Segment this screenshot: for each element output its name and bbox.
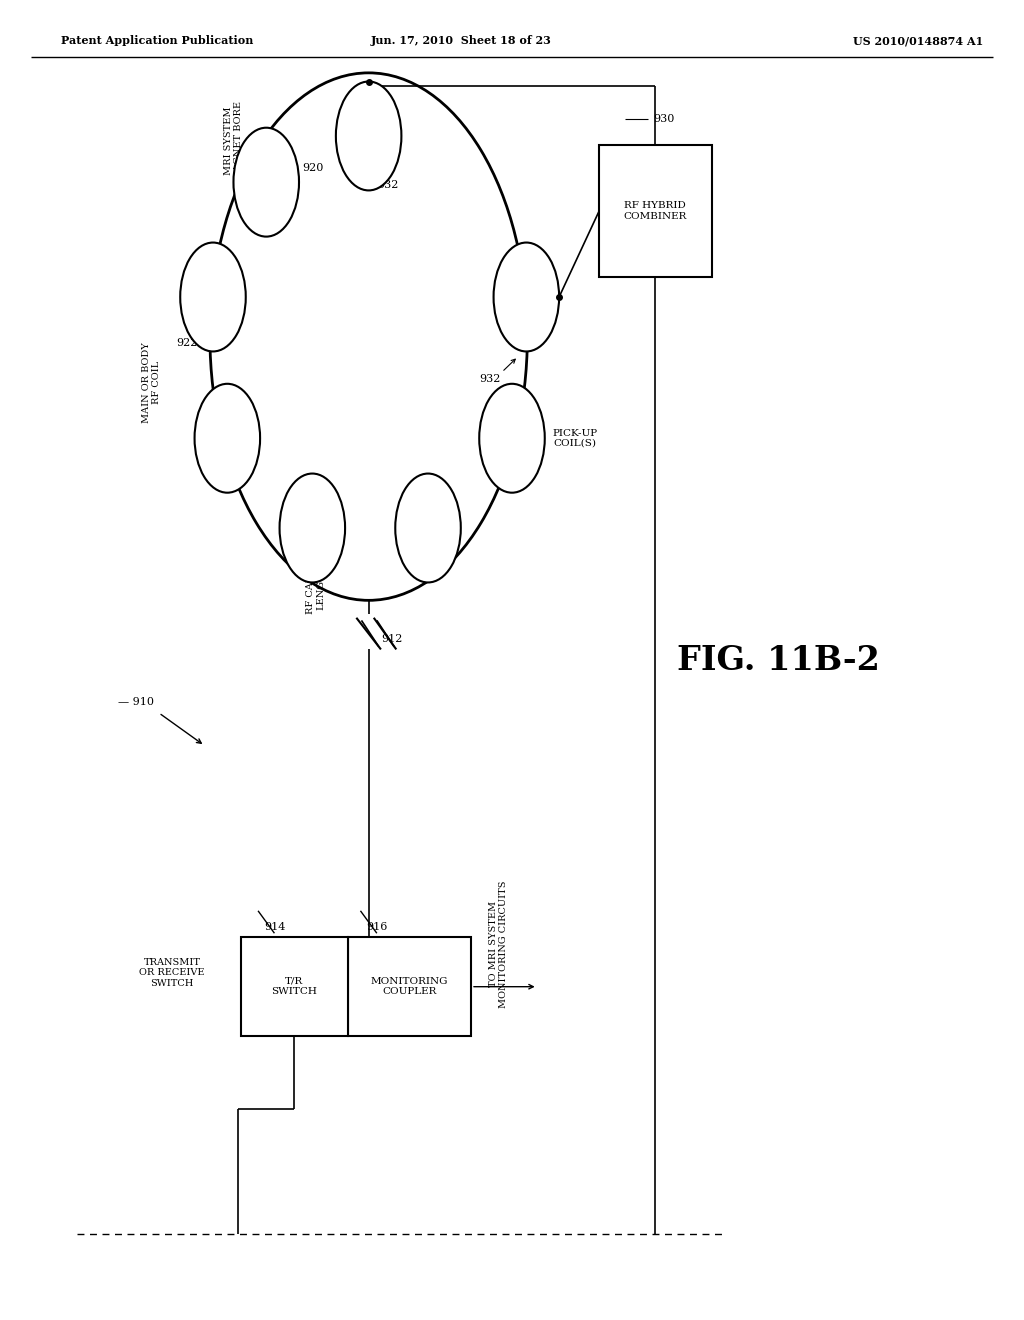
Text: FIG. 11B-2: FIG. 11B-2 (677, 644, 880, 676)
Text: 916: 916 (367, 921, 388, 932)
Ellipse shape (336, 82, 401, 190)
Ellipse shape (233, 128, 299, 236)
Text: RF CABLE
LENGTH: RF CABLE LENGTH (306, 561, 325, 614)
Bar (599, 145, 712, 277)
Text: — 910: — 910 (118, 697, 154, 708)
Ellipse shape (280, 474, 345, 582)
Text: US 2010/0148874 A1: US 2010/0148874 A1 (853, 36, 983, 46)
Text: TRANSMIT
OR RECEIVE
SWITCH: TRANSMIT OR RECEIVE SWITCH (139, 958, 205, 987)
Text: 920: 920 (302, 162, 324, 173)
Text: 912: 912 (381, 634, 402, 644)
Text: MONITORING
COUPLER: MONITORING COUPLER (371, 977, 449, 997)
Ellipse shape (479, 384, 545, 492)
Text: 922: 922 (176, 338, 198, 348)
Bar (348, 937, 471, 1036)
Text: MRI SYSTEM
MAGNET BORE: MRI SYSTEM MAGNET BORE (224, 102, 243, 181)
Ellipse shape (180, 243, 246, 351)
Ellipse shape (195, 384, 260, 492)
Text: 932: 932 (479, 374, 501, 384)
Ellipse shape (395, 474, 461, 582)
Text: TO MRI SYSTEM
MONITORING CIRCUITS: TO MRI SYSTEM MONITORING CIRCUITS (489, 880, 508, 1007)
Text: Jun. 17, 2010  Sheet 18 of 23: Jun. 17, 2010 Sheet 18 of 23 (371, 36, 551, 46)
Bar (241, 937, 348, 1036)
Text: PICK-UP
COIL(S): PICK-UP COIL(S) (553, 429, 598, 447)
Text: 930: 930 (653, 114, 675, 124)
Ellipse shape (494, 243, 559, 351)
Text: 932: 932 (377, 180, 398, 190)
Text: T/R
SWITCH: T/R SWITCH (271, 977, 317, 997)
Text: MAIN OR BODY
RF COIL: MAIN OR BODY RF COIL (142, 342, 161, 424)
Text: RF HYBRID
COMBINER: RF HYBRID COMBINER (624, 202, 687, 220)
Text: 914: 914 (264, 921, 286, 932)
Text: Patent Application Publication: Patent Application Publication (61, 36, 254, 46)
